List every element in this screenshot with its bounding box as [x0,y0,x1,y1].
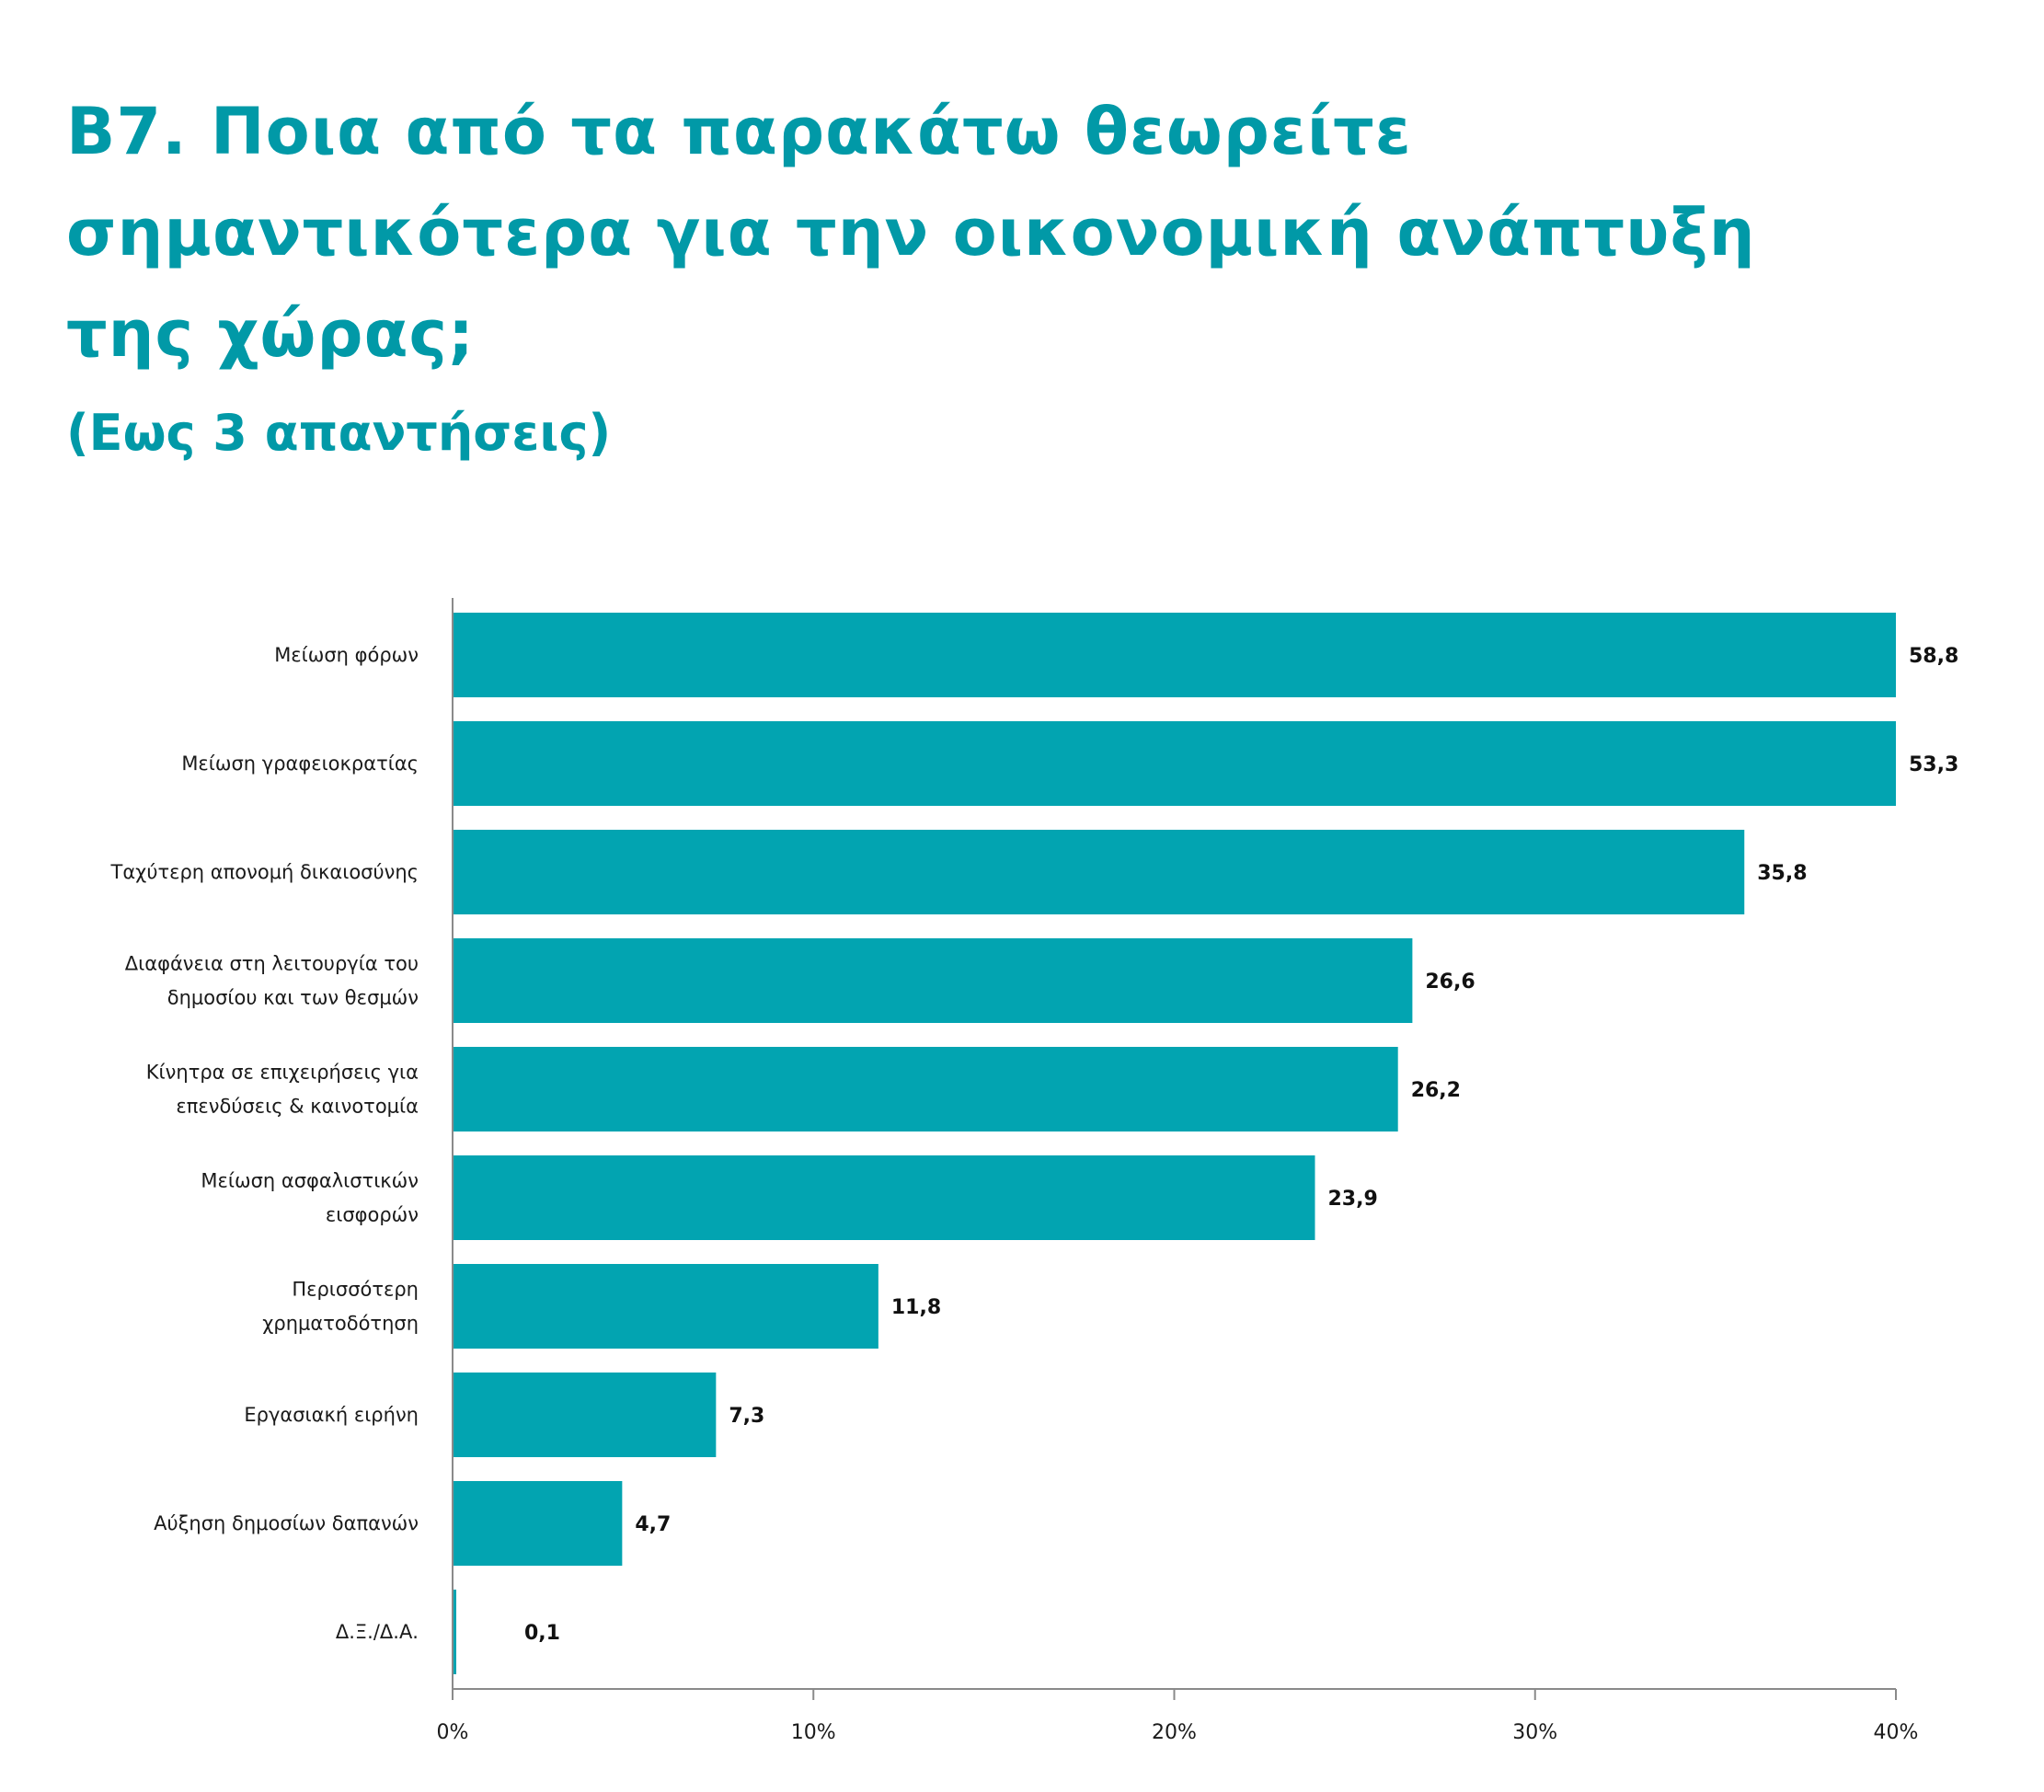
value-label: 53,3 [1909,753,1958,776]
category-label-line: Εργασιακή ειρήνη [244,1404,419,1426]
value-label: 23,9 [1327,1188,1377,1211]
bar-6 [453,1155,1315,1240]
bar-9 [453,1481,623,1566]
x-tick-label: 40% [1874,1721,1919,1744]
category-label-line: επενδύσεις & καινοτομία [176,1096,419,1118]
category-label-line: χρηματοδότηση [262,1313,419,1335]
category-label-line: Δ.Ξ./Δ.Α. [336,1621,419,1643]
bar-2 [453,721,1896,806]
value-label: 26,2 [1411,1079,1461,1102]
category-label-line: Αύξηση δημοσίων δαπανών [154,1512,419,1534]
category-label: Μείωση γραφειοκρατίας [181,752,419,775]
x-tick-label: 20% [1152,1721,1197,1744]
labels-group: 58,8 Μείωση φόρων 53,3 Μείωση γραφειοκρατία… [110,644,1959,1645]
x-tick-label: 30% [1512,1721,1557,1744]
category-label: Μείωση φόρων [274,644,419,666]
category-label-line: Μείωση γραφειοκρατίας [181,752,419,775]
value-label: 0,1 [524,1622,560,1645]
value-label: 11,8 [891,1296,941,1319]
bar-3 [453,830,1745,914]
value-label: 58,8 [1909,645,1958,668]
bar-4 [453,938,1413,1023]
category-label: Ταχύτερη απονομή δικαιοσύνης [110,861,419,883]
category-label-line: Κίνητρα σε επιχειρήσεις για [146,1062,419,1084]
category-label: Δ.Ξ./Δ.Α. [336,1621,419,1643]
category-label: Εργασιακή ειρήνη [244,1404,419,1426]
value-label: 35,8 [1757,862,1807,885]
x-tick-label: 10% [791,1721,836,1744]
category-label: Μείωση ασφαλιστικών εισφορών [201,1170,419,1226]
bars-group [453,613,1896,1674]
value-label: 26,6 [1425,971,1475,994]
bar-5 [453,1047,1398,1131]
chart-subtitle: (Εως 3 απαντήσεις) [66,404,612,462]
bar-10 [453,1590,456,1674]
category-label-line: Μείωση φόρων [274,644,419,666]
category-label-line: Μείωση ασφαλιστικών [201,1170,419,1192]
category-label-line: δημοσίου και των θεσμών [167,987,419,1009]
category-label: Διαφάνεια στη λειτουργία του δημοσίου και… [125,953,419,1009]
category-label-line: Διαφάνεια στη λειτουργία του [125,953,419,975]
category-label-line: Ταχύτερη απονομή δικαιοσύνης [110,861,419,883]
category-label: Κίνητρα σε επιχειρήσεις για επενδύσεις & … [146,1062,419,1118]
chart-title: Β7. Ποια από τα παρακάτω θεωρείτε σημαντ… [66,94,1756,372]
category-label: Περισσότερη χρηματοδότηση [262,1279,419,1335]
bar-8 [453,1373,717,1457]
bar-1 [453,613,1896,697]
x-axis: 0% 10% 20% 30% 40% [437,598,1919,1744]
bar-7 [453,1264,878,1349]
category-label: Αύξηση δημοσίων δαπανών [154,1512,419,1534]
category-label-line: Περισσότερη [292,1279,419,1301]
value-label: 4,7 [635,1513,671,1536]
value-label: 7,3 [729,1405,764,1428]
category-label-line: εισφορών [326,1204,419,1226]
x-tick-label: 0% [437,1721,469,1744]
